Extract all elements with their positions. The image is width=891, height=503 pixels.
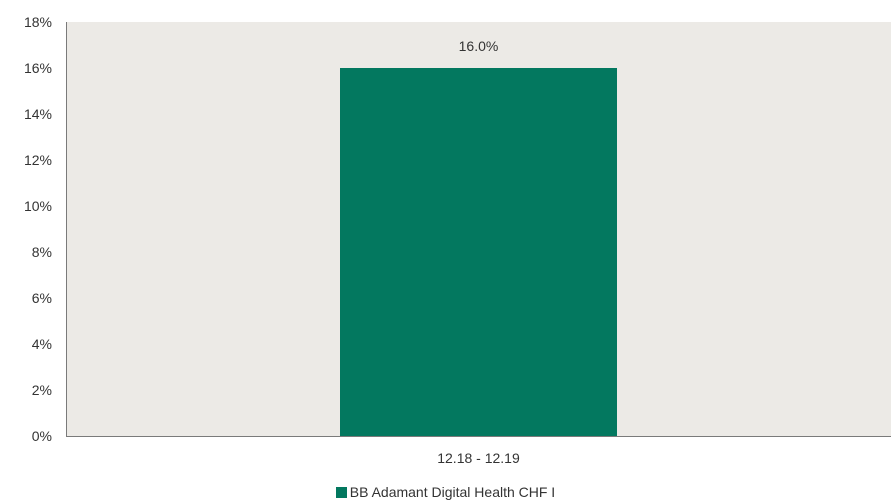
legend-label: BB Adamant Digital Health CHF I bbox=[349, 484, 556, 500]
bar bbox=[340, 68, 617, 436]
y-tick-label: 6% bbox=[32, 290, 52, 306]
y-tick-label: 18% bbox=[24, 14, 52, 30]
x-tick-label: 12.18 - 12.19 bbox=[437, 450, 520, 466]
y-tick-label: 2% bbox=[32, 382, 52, 398]
data-label: 16.0% bbox=[459, 38, 499, 54]
y-tick-label: 16% bbox=[24, 60, 52, 76]
y-tick-label: 12% bbox=[24, 152, 52, 168]
y-tick-label: 0% bbox=[32, 428, 52, 444]
y-tick-label: 4% bbox=[32, 336, 52, 352]
legend-swatch bbox=[335, 487, 347, 498]
y-tick-label: 14% bbox=[24, 106, 52, 122]
y-tick-label: 10% bbox=[24, 198, 52, 214]
legend: BB Adamant Digital Health CHF I bbox=[0, 484, 891, 500]
y-tick-label: 8% bbox=[32, 244, 52, 260]
